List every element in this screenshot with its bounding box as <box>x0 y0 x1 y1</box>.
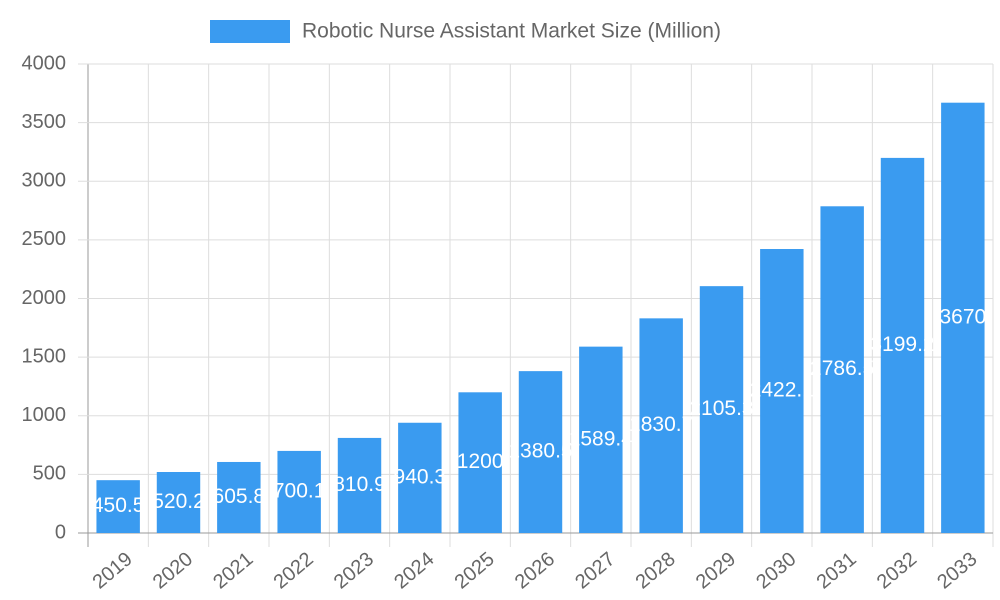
data-label: 940.3 <box>394 465 447 488</box>
data-label: 810.9 <box>333 473 386 496</box>
data-label: 2786.5 <box>810 357 874 380</box>
bar <box>398 422 442 533</box>
bar <box>880 157 925 533</box>
x-tick-label: 2019 <box>89 548 137 593</box>
bar <box>337 437 382 533</box>
x-tick-label: 2027 <box>571 548 619 593</box>
data-label: 3670 <box>939 305 986 328</box>
x-tick-label: 2024 <box>390 548 438 593</box>
x-tick-label: 2023 <box>330 548 378 593</box>
bar <box>941 102 985 533</box>
x-tick-label: 2020 <box>149 548 197 593</box>
x-tick-label: 2029 <box>692 548 740 593</box>
bar <box>156 472 201 533</box>
y-tick-label: 1500 <box>22 345 67 367</box>
bar <box>518 371 563 533</box>
x-tick-label: 2025 <box>451 548 499 593</box>
data-label: 520.2 <box>152 490 205 513</box>
data-label: 1830.7 <box>629 413 693 436</box>
x-tick-label: 2032 <box>873 548 921 593</box>
bar <box>458 392 502 533</box>
y-tick-label: 0 <box>55 521 66 543</box>
y-tick-label: 3500 <box>22 111 67 133</box>
x-tick-label: 2026 <box>511 548 559 593</box>
data-label: 1589.4 <box>569 427 634 450</box>
y-tick-label: 3000 <box>22 170 67 192</box>
data-label: 700.1 <box>273 480 326 503</box>
bar <box>699 286 744 533</box>
y-tick-label: 4000 <box>22 52 67 74</box>
bar <box>820 206 864 533</box>
y-tick-label: 500 <box>33 463 66 485</box>
y-tick-label: 2500 <box>22 228 67 250</box>
x-tick-label: 2021 <box>209 548 257 593</box>
legend-swatch <box>210 20 290 43</box>
data-label: 3199.2 <box>870 333 934 356</box>
x-tick-label: 2033 <box>933 548 981 593</box>
y-tick-label: 1000 <box>22 404 67 426</box>
bar <box>277 450 321 533</box>
x-tick-label: 2022 <box>270 548 318 593</box>
bar <box>217 461 261 533</box>
bar <box>579 346 623 533</box>
data-label: 1200 <box>457 450 504 473</box>
bar <box>96 480 140 533</box>
bar <box>639 318 683 533</box>
data-label: 2422.1 <box>750 379 814 402</box>
data-label: 605.8 <box>213 485 266 508</box>
y-tick-label: 2000 <box>22 287 67 309</box>
x-tick-label: 2031 <box>813 548 861 593</box>
x-tick-label: 2030 <box>752 548 800 593</box>
data-label: 450.5 <box>92 494 145 517</box>
data-label: 2105.3 <box>689 397 753 420</box>
bar <box>760 249 804 533</box>
x-tick-label: 2028 <box>632 548 680 593</box>
data-label: 1380.5 <box>508 440 572 463</box>
legend-label: Robotic Nurse Assistant Market Size (Mil… <box>302 20 721 43</box>
